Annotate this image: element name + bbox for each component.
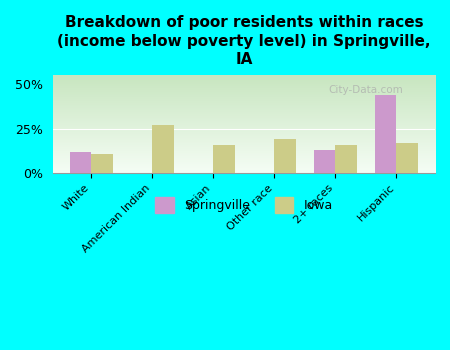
Legend: Springville, Iowa: Springville, Iowa — [150, 193, 338, 218]
Bar — [213, 145, 235, 173]
Bar — [375, 95, 396, 173]
Bar — [314, 150, 335, 173]
Title: Breakdown of poor residents within races
(income below poverty level) in Springv: Breakdown of poor residents within races… — [57, 15, 431, 67]
Text: City-Data.com: City-Data.com — [328, 85, 403, 95]
Bar — [335, 145, 357, 173]
Bar — [274, 139, 296, 173]
Bar — [91, 154, 113, 173]
Bar — [153, 125, 174, 173]
Bar — [70, 152, 91, 173]
Bar — [396, 143, 418, 173]
